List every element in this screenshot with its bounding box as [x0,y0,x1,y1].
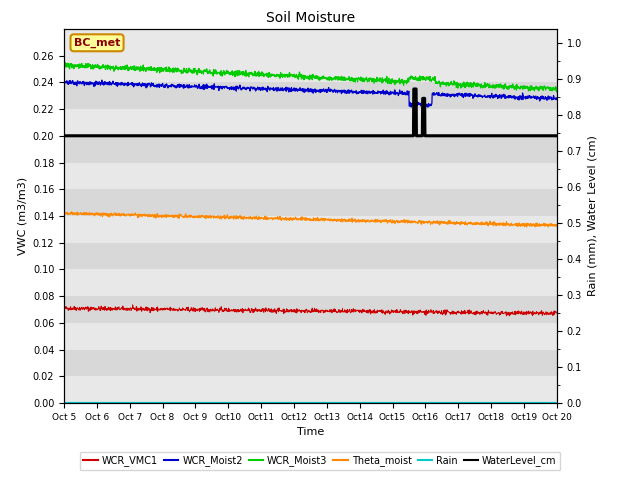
Rain [269,400,277,406]
WCR_Moist3 [269,72,277,77]
WCR_Moist2 [60,79,68,84]
Bar [64,189,557,216]
Bar [64,216,557,243]
WCR_Moist2 [341,87,349,93]
Bar [64,109,557,136]
WCR_Moist2 [269,84,277,90]
WCR_Moist3 [341,76,349,82]
WCR_VMC1 [280,311,287,316]
Theta_moist [118,211,126,217]
Bar [64,163,557,189]
Theta_moist [523,224,531,230]
Theta_moist [60,211,68,217]
WCR_Moist3 [289,73,296,79]
Bar [64,323,557,350]
Theta_moist [269,215,277,221]
Theta_moist [99,214,106,219]
Bar [64,269,557,296]
WCR_Moist2 [98,77,106,83]
WCR_Moist2 [424,104,432,110]
Rain [60,400,68,406]
Theta_moist [289,216,296,222]
WCR_VMC1 [553,310,561,316]
WCR_Moist3 [280,73,287,79]
WCR_Moist3 [553,88,561,94]
Y-axis label: VWC (m3/m3): VWC (m3/m3) [17,177,27,255]
Line: WCR_VMC1: WCR_VMC1 [64,305,557,316]
Bar [64,376,557,403]
WCR_Moist3 [61,60,69,65]
Title: Soil Moisture: Soil Moisture [266,11,355,25]
WCR_VMC1 [129,302,136,308]
X-axis label: Time: Time [297,428,324,437]
WaterLevel_cm [99,133,106,139]
WCR_Moist2 [289,87,296,93]
WCR_Moist3 [99,65,106,71]
Bar [64,296,557,323]
Rain [99,400,106,406]
Line: WCR_Moist3: WCR_Moist3 [64,62,557,92]
Legend: WCR_VMC1, WCR_Moist2, WCR_Moist3, Theta_moist, Rain, WaterLevel_cm: WCR_VMC1, WCR_Moist2, WCR_Moist3, Theta_… [79,452,561,470]
WCR_Moist3 [552,89,560,95]
Theta_moist [280,216,287,222]
Rain [118,400,126,406]
WCR_Moist2 [118,80,126,86]
Theta_moist [553,223,561,229]
Line: Theta_moist: Theta_moist [64,212,557,227]
WCR_VMC1 [118,304,126,310]
WaterLevel_cm [60,133,68,139]
Rain [340,400,348,406]
Theta_moist [68,209,76,215]
Bar [64,56,557,82]
WaterLevel_cm [269,133,277,139]
WCR_VMC1 [269,308,277,313]
Rain [553,400,561,406]
WaterLevel_cm [340,133,348,139]
Theta_moist [341,218,349,224]
WCR_VMC1 [99,306,106,312]
Line: WaterLevel_cm: WaterLevel_cm [64,89,557,136]
Bar [64,136,557,163]
WaterLevel_cm [410,86,418,92]
WaterLevel_cm [118,133,126,139]
Bar [64,82,557,109]
Bar [64,350,557,376]
WCR_VMC1 [289,308,296,314]
Bar [64,243,557,269]
WCR_Moist2 [280,87,287,93]
WCR_Moist3 [60,65,68,71]
WCR_Moist2 [553,96,561,101]
WaterLevel_cm [288,133,296,139]
WCR_Moist2 [99,82,106,87]
Text: BC_met: BC_met [74,37,120,48]
WCR_VMC1 [60,305,68,311]
WCR_Moist3 [118,63,126,69]
WCR_VMC1 [506,313,513,319]
WaterLevel_cm [553,133,561,139]
Y-axis label: Rain (mm), Water Level (cm): Rain (mm), Water Level (cm) [588,135,598,297]
Rain [288,400,296,406]
Line: WCR_Moist2: WCR_Moist2 [64,80,557,107]
Rain [280,400,287,406]
WCR_VMC1 [341,307,349,312]
WaterLevel_cm [280,133,287,139]
